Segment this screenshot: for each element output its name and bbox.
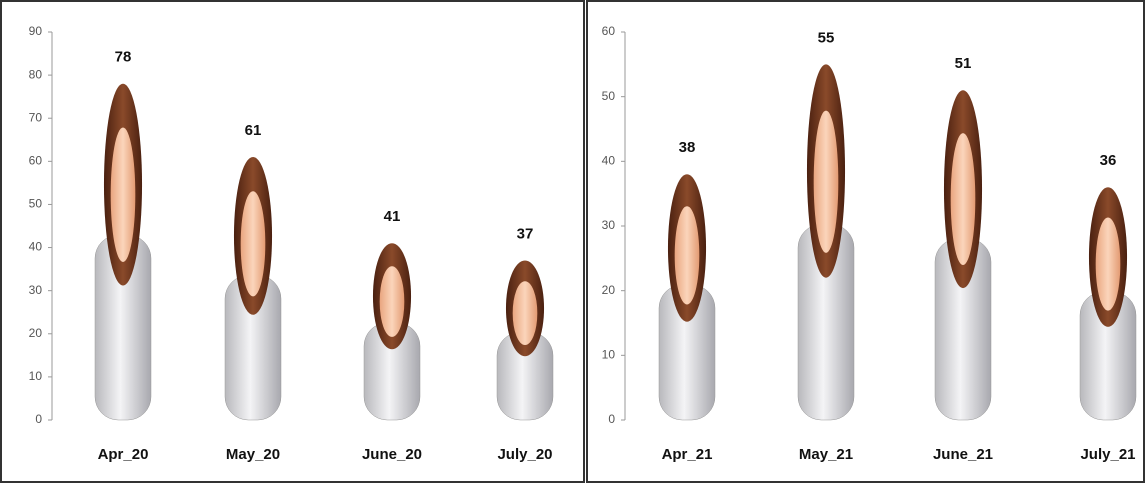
figure-face <box>813 110 839 253</box>
panel-border <box>586 0 1145 483</box>
figure-bar <box>658 174 716 421</box>
x-tick-label: May_21 <box>799 446 853 463</box>
figure-face <box>110 127 136 262</box>
y-tick-label: 80 <box>29 67 43 81</box>
y-tick-label: 70 <box>29 110 43 124</box>
y-tick-label: 50 <box>29 197 43 211</box>
y-tick-label: 50 <box>602 89 616 103</box>
y-tick-label: 10 <box>29 369 43 383</box>
data-label: 38 <box>679 139 696 156</box>
figure-bar <box>797 64 855 421</box>
data-label: 51 <box>955 55 972 72</box>
x-tick-label: Apr_20 <box>98 446 149 463</box>
y-tick-label: 40 <box>29 240 43 254</box>
data-label: 78 <box>115 49 132 66</box>
data-label: 61 <box>245 122 262 139</box>
figure-face <box>240 191 266 297</box>
figure-bar <box>1079 187 1137 421</box>
data-label: 55 <box>818 29 835 46</box>
figure-face <box>1095 217 1121 311</box>
figure-face <box>674 206 700 305</box>
x-tick-label: May_20 <box>226 446 280 463</box>
x-tick-label: July_20 <box>497 446 552 463</box>
y-tick-label: 40 <box>602 154 616 168</box>
panel-border <box>0 0 585 483</box>
data-label: 36 <box>1100 152 1117 169</box>
figure-face <box>950 133 976 265</box>
y-tick-label: 60 <box>602 24 616 38</box>
figure-bar <box>363 243 421 421</box>
figure-face <box>512 281 538 346</box>
figure-bar <box>934 90 992 421</box>
y-tick-label: 30 <box>602 218 616 232</box>
figure-face <box>379 266 405 337</box>
data-label: 41 <box>384 208 401 225</box>
figure-bar <box>496 260 554 421</box>
y-tick-label: 0 <box>35 412 42 426</box>
x-tick-label: June_21 <box>933 446 993 463</box>
figure-bar <box>224 157 282 421</box>
y-tick-label: 20 <box>602 283 616 297</box>
y-tick-label: 60 <box>29 154 43 168</box>
x-tick-label: Apr_21 <box>662 446 713 463</box>
y-tick-label: 20 <box>29 326 43 340</box>
y-tick-label: 90 <box>29 24 43 38</box>
figure-bar <box>94 83 152 421</box>
y-tick-label: 0 <box>608 412 615 426</box>
y-tick-label: 10 <box>602 348 616 362</box>
x-tick-label: July_21 <box>1080 446 1135 463</box>
y-tick-label: 30 <box>29 283 43 297</box>
data-label: 37 <box>517 225 534 242</box>
x-tick-label: June_20 <box>362 446 422 463</box>
